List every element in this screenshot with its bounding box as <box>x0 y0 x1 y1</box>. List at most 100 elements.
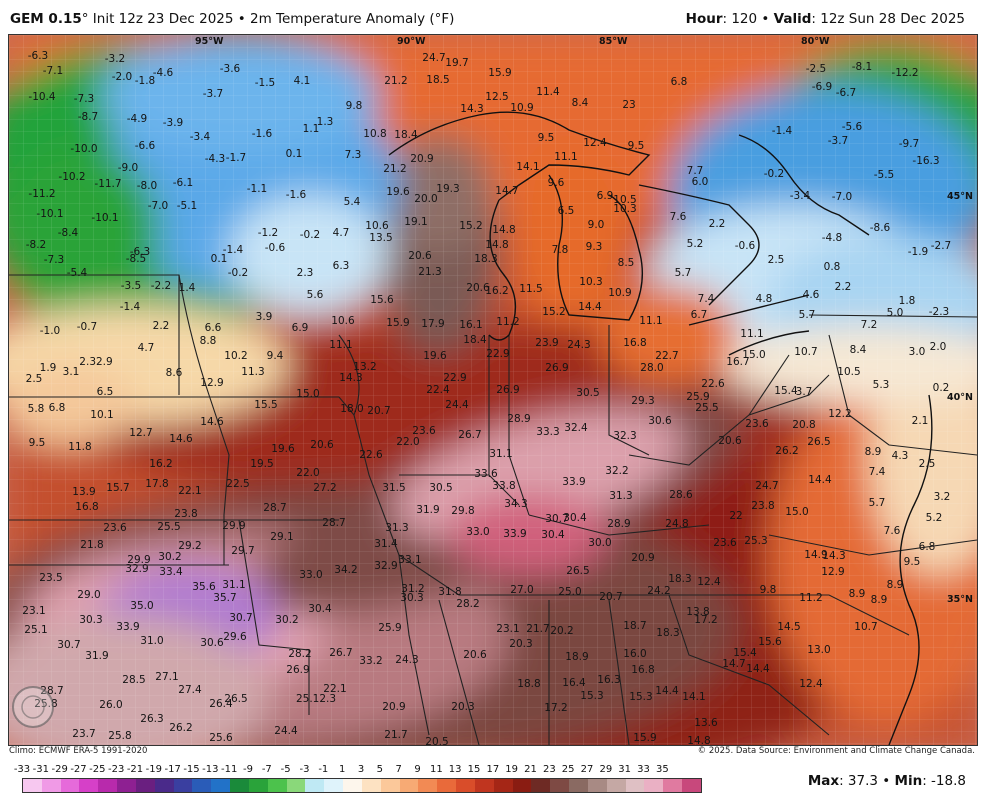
value-label: 25.5 <box>695 402 718 414</box>
value-label: 11.5 <box>519 283 542 295</box>
value-label: 8.9 <box>871 594 888 606</box>
anomaly-map[interactable]: 95°W 90°W 85°W 80°W 45°N 40°N 35°N -6.3-… <box>8 34 978 746</box>
value-label: 19.6 <box>386 186 410 198</box>
value-label: -8.4 <box>58 227 79 239</box>
value-label: 6.8 <box>49 402 66 414</box>
value-label: 27.4 <box>178 684 202 696</box>
value-label: 25.6 <box>209 732 233 744</box>
colorbar-tick: 21 <box>524 764 537 775</box>
value-label: 30.4 <box>308 603 332 615</box>
colorbar-tick: -15 <box>183 764 200 775</box>
colorbar-tick: 35 <box>655 764 669 775</box>
value-label: 26.3 <box>140 713 163 725</box>
colorbar-swatch <box>493 779 513 792</box>
max-min-stats: Max: 37.3 • Min: -18.8 <box>808 773 966 789</box>
value-label: 6.8 <box>919 541 936 553</box>
value-label: 15.6 <box>758 636 782 648</box>
value-label: 33.2 <box>359 655 382 667</box>
value-label: 15.3 <box>629 691 652 703</box>
value-label: 0.2 <box>933 382 950 394</box>
value-label: 30.2 <box>275 614 298 626</box>
value-label: 7.7 <box>687 165 704 177</box>
colorbar-tick: -13 <box>202 764 219 775</box>
value-label: 14.4 <box>808 474 832 486</box>
value-label: 14.1 <box>516 161 539 173</box>
value-label: 10.3 <box>613 203 636 215</box>
colorbar-tick: -27 <box>70 764 87 775</box>
value-label: 10.2 <box>224 350 247 362</box>
value-label: 31.1 <box>489 448 512 460</box>
value-label: -1.4 <box>120 301 141 313</box>
value-label: 28.5 <box>122 674 145 686</box>
value-label: 31.5 <box>382 482 405 494</box>
value-label: 7.6 <box>884 525 901 537</box>
value-label: -8.5 <box>126 253 147 265</box>
colorbar-swatch <box>41 779 61 792</box>
latitude-labels: 45°N 40°N 35°N <box>947 191 973 605</box>
value-label: 9.0 <box>588 219 605 231</box>
longitude-labels: 95°W 90°W 85°W 80°W <box>195 36 830 47</box>
value-label: 20.5 <box>425 736 448 745</box>
colorbar-swatch <box>267 779 287 792</box>
value-label: 25.1 <box>24 624 47 636</box>
value-label: 6.7 <box>691 309 708 321</box>
value-label: -0.6 <box>735 240 756 252</box>
colorbar-tick: 17 <box>486 764 500 775</box>
value-label: 9.3 <box>586 241 603 253</box>
value-label: -6.6 <box>135 140 156 152</box>
value-label: 29.7 <box>231 545 254 557</box>
value-label: 5.7 <box>799 309 816 321</box>
colorbar-tick: -29 <box>51 764 68 775</box>
value-label: 25.3 <box>744 535 767 547</box>
colorbar-tick: -7 <box>261 764 272 775</box>
value-label: 4.8 <box>756 293 773 305</box>
value-label: -4.6 <box>153 67 174 79</box>
value-label: 13.2 <box>353 361 376 373</box>
colorbar-swatch <box>644 779 664 792</box>
lat-40: 40°N <box>947 392 973 403</box>
value-label: -3.2 <box>105 53 126 65</box>
value-label: 20.6 <box>466 282 490 294</box>
colorbar-swatch <box>531 779 551 792</box>
value-label: 23.1 <box>22 605 45 617</box>
value-label: 30.7 <box>57 639 80 651</box>
climo-note: Climo: ECMWF ERA-5 1991-2020 <box>9 746 148 756</box>
colorbar-tick: 9 <box>414 764 421 775</box>
value-label: 8.6 <box>166 367 183 379</box>
value-label: 12.4 <box>697 576 721 588</box>
value-label: 11.2 <box>799 592 822 604</box>
value-label: 5.4 <box>344 196 361 208</box>
value-label: 16.8 <box>75 501 98 513</box>
value-label: 31.2 <box>401 583 424 595</box>
lat-45: 45°N <box>947 191 973 202</box>
value-label: 15.0 <box>785 506 808 518</box>
value-label: -2.7 <box>931 240 952 252</box>
colorbar-swatch <box>154 779 174 792</box>
value-label: 23 <box>622 99 635 111</box>
colorbar-swatch <box>606 779 626 792</box>
value-label: 14.7 <box>495 185 518 197</box>
colorbar-swatch <box>248 779 268 792</box>
value-label: 12.9 <box>200 377 223 389</box>
value-label: 32.9 <box>374 560 397 572</box>
value-label: 20.8 <box>792 419 815 431</box>
value-label: -3.4 <box>190 131 211 143</box>
value-label: 30.0 <box>588 537 611 549</box>
valid-value: : 12z Sun 28 Dec 2025 <box>811 11 965 27</box>
valid-time: Hour: 120 • Valid: 12z Sun 28 Dec 2025 <box>686 11 965 27</box>
model-name: GEM 0.15 <box>10 11 82 27</box>
value-label: 18.4 <box>394 129 418 141</box>
value-label: 15.2 <box>459 220 482 232</box>
value-label: 33.6 <box>474 468 498 480</box>
value-label: 11.8 <box>68 441 91 453</box>
value-label: 20.7 <box>599 591 622 603</box>
value-label: 26.5 <box>566 565 589 577</box>
colorbar-swatch <box>230 779 249 792</box>
colorbar <box>22 778 702 793</box>
value-label: 9.4 <box>267 350 284 362</box>
value-label: 28.7 <box>40 685 63 697</box>
value-label: 12.2 <box>828 408 851 420</box>
value-label: 22.9 <box>443 372 466 384</box>
value-label: 26.5 <box>224 693 247 705</box>
value-label: 21.7 <box>526 623 549 635</box>
